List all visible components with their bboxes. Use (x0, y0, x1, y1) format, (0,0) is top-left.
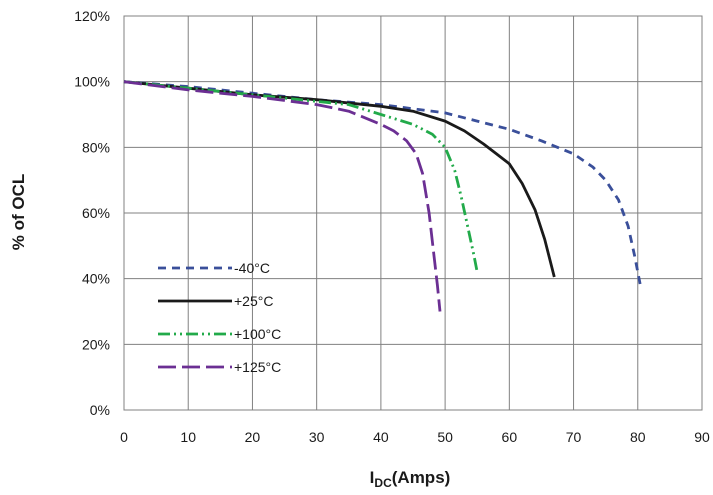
x-tick-label: 20 (245, 429, 261, 445)
plot-area-frame (123, 15, 703, 411)
x-axis-title-sub: DC (374, 476, 392, 490)
legend-label: +125°C (234, 359, 281, 375)
y-axis-title: % of OCL (9, 174, 28, 251)
legend: -40°C +25°C +100°C +125°C (158, 260, 281, 375)
y-tick-label: 60% (82, 205, 110, 221)
series-group (123, 80, 643, 312)
series-line (123, 80, 442, 312)
x-tick-label: 0 (120, 429, 128, 445)
legend-label: +100°C (234, 326, 281, 342)
x-tick-label: 90 (694, 429, 710, 445)
legend-label: +25°C (234, 293, 273, 309)
x-tick-labels: 0 10 20 30 40 50 60 70 80 90 (120, 429, 710, 445)
y-tick-label: 100% (74, 74, 110, 90)
x-tick-label: 50 (437, 429, 453, 445)
x-axis-title-rest: (Amps) (392, 468, 451, 487)
x-tick-label: 40 (373, 429, 389, 445)
y-tick-label: 20% (82, 336, 110, 352)
x-tick-label: 10 (180, 429, 196, 445)
x-axis-title: IDC(Amps) (370, 468, 451, 490)
y-tick-labels: 0% 20% 40% 60% 80% 100% 120% (74, 8, 110, 418)
series-line (123, 80, 479, 273)
legend-label: -40°C (234, 260, 270, 276)
y-tick-label: 120% (74, 8, 110, 24)
y-tick-label: 40% (82, 271, 110, 287)
grid (123, 15, 703, 411)
x-tick-label: 70 (566, 429, 582, 445)
y-tick-label: 80% (82, 139, 110, 155)
x-tick-label: 30 (309, 429, 325, 445)
x-tick-label: 80 (630, 429, 646, 445)
x-axis-title-main: I (370, 468, 375, 487)
series-line (123, 80, 643, 289)
x-tick-label: 60 (502, 429, 518, 445)
y-tick-label: 0% (90, 402, 110, 418)
